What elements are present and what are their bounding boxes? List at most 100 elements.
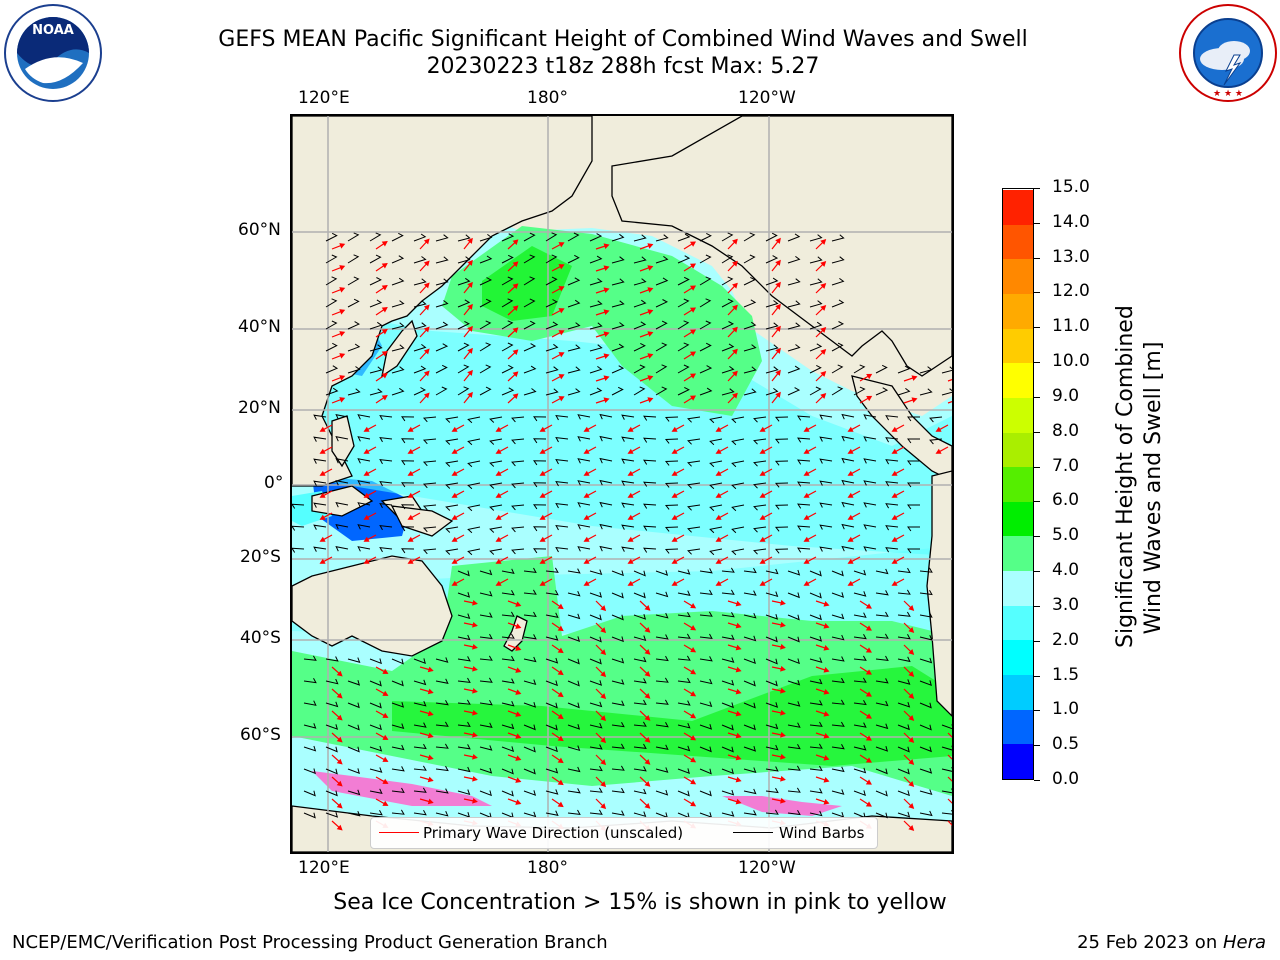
wave-arrow-head xyxy=(336,802,343,809)
wind-barb xyxy=(457,677,471,684)
wave-arrow-head xyxy=(427,688,434,695)
wind-barb xyxy=(457,766,471,773)
wind-barb xyxy=(511,482,525,489)
wind-barb xyxy=(765,614,779,620)
wave-arrow-head xyxy=(865,713,872,719)
wind-barb xyxy=(787,743,801,750)
wind-barb xyxy=(567,344,581,352)
wave-arrow-head xyxy=(472,710,478,716)
wave-arrow-head xyxy=(715,492,722,498)
wind-barb xyxy=(611,636,624,643)
wave-arrow-head xyxy=(407,492,414,498)
footer-left: NCEP/EMC/Verification Post Processing Pr… xyxy=(12,932,608,953)
wind-barb xyxy=(523,656,537,663)
wind-barb xyxy=(709,460,723,468)
wave-arrow-head xyxy=(732,304,738,311)
wave-arrow-head xyxy=(820,349,827,355)
wind-barb xyxy=(743,613,757,619)
wind-barb xyxy=(545,254,558,264)
wave-arrow-head xyxy=(512,393,519,400)
wind-barb xyxy=(501,611,515,617)
wind-barb xyxy=(677,255,691,264)
wind-barb xyxy=(479,591,493,597)
wind-barb xyxy=(655,789,669,796)
wind-barb xyxy=(391,366,405,374)
wave-arrow-head xyxy=(775,369,781,376)
wind-barb xyxy=(621,524,635,530)
wave-arrow-head xyxy=(472,776,478,782)
wind-barb xyxy=(501,768,514,775)
wave-arrow-head xyxy=(732,370,738,377)
colorbar-tick-label: 0.5 xyxy=(1052,734,1080,755)
wind-barb xyxy=(941,809,952,815)
wind-barb xyxy=(633,364,646,374)
wind-barb xyxy=(787,278,801,286)
wind-barb xyxy=(664,504,679,510)
wave-arrow-head xyxy=(627,470,634,476)
legend-black-line-icon xyxy=(733,832,773,833)
wind-barb xyxy=(545,657,559,664)
wind-barb xyxy=(457,613,471,620)
wave-arrow-head xyxy=(339,331,346,337)
wind-barb xyxy=(831,721,845,727)
wind-barb xyxy=(664,460,679,466)
wind-barb xyxy=(611,233,625,242)
wind-barb xyxy=(687,548,701,555)
wind-barb xyxy=(611,700,625,706)
wave-arrow-head xyxy=(847,514,854,520)
wind-barb xyxy=(457,277,471,286)
wind-barb xyxy=(885,459,899,465)
colorbar-tick-label: 9.0 xyxy=(1052,385,1080,406)
wind-barb xyxy=(655,722,669,728)
wind-barb xyxy=(567,766,581,773)
wind-barb xyxy=(643,437,657,443)
wind-barb xyxy=(655,612,669,619)
wind-barb xyxy=(709,482,723,490)
wind-barb xyxy=(589,680,603,686)
wind-barb xyxy=(379,436,393,443)
wave-arrow-head xyxy=(472,754,478,760)
wave-arrow-head xyxy=(627,558,634,564)
wind-barb xyxy=(577,436,591,442)
wind-barb xyxy=(721,298,734,308)
wind-barb xyxy=(369,810,383,816)
wind-barb xyxy=(853,767,867,774)
wind-barb xyxy=(897,724,910,731)
wind-barb xyxy=(787,765,801,771)
wind-barb xyxy=(545,724,558,731)
wave-arrow-head xyxy=(803,426,810,432)
chart-title: GEFS MEAN Pacific Significant Height of … xyxy=(218,27,1028,52)
wind-barb xyxy=(501,746,515,753)
wave-arrow-head xyxy=(671,426,678,432)
wind-barb xyxy=(435,788,449,794)
wind-barb xyxy=(567,591,581,597)
wind-barb xyxy=(379,502,393,509)
wind-barb xyxy=(643,415,657,421)
wave-arrow-head xyxy=(423,392,430,399)
wind-barb xyxy=(765,636,778,643)
wind-barb xyxy=(545,612,559,618)
wind-barb xyxy=(853,699,867,706)
wave-arrow-head xyxy=(339,265,346,271)
wind-barb xyxy=(479,633,493,640)
wave-arrow-head xyxy=(583,514,590,520)
wind-barb xyxy=(511,460,525,467)
wind-barb xyxy=(677,386,690,396)
wind-barb xyxy=(555,546,569,553)
colorbar-tick-mark xyxy=(1034,362,1040,364)
wave-arrow-head xyxy=(495,448,502,454)
wind-barb xyxy=(731,438,745,446)
wind-barb xyxy=(743,635,757,642)
wind-barb xyxy=(655,234,669,242)
wave-arrow-head xyxy=(557,757,564,764)
wind-barb xyxy=(853,612,867,618)
wind-barb xyxy=(347,768,360,775)
wind-barb xyxy=(753,548,767,555)
wave-arrow-head xyxy=(600,737,607,744)
wave-arrow-head xyxy=(336,780,343,787)
wind-barb xyxy=(831,321,845,330)
wave-arrow-head xyxy=(472,798,478,804)
wind-barb xyxy=(655,342,668,352)
colorbar-tick-mark xyxy=(1034,501,1040,503)
wave-arrow-head xyxy=(647,287,654,293)
